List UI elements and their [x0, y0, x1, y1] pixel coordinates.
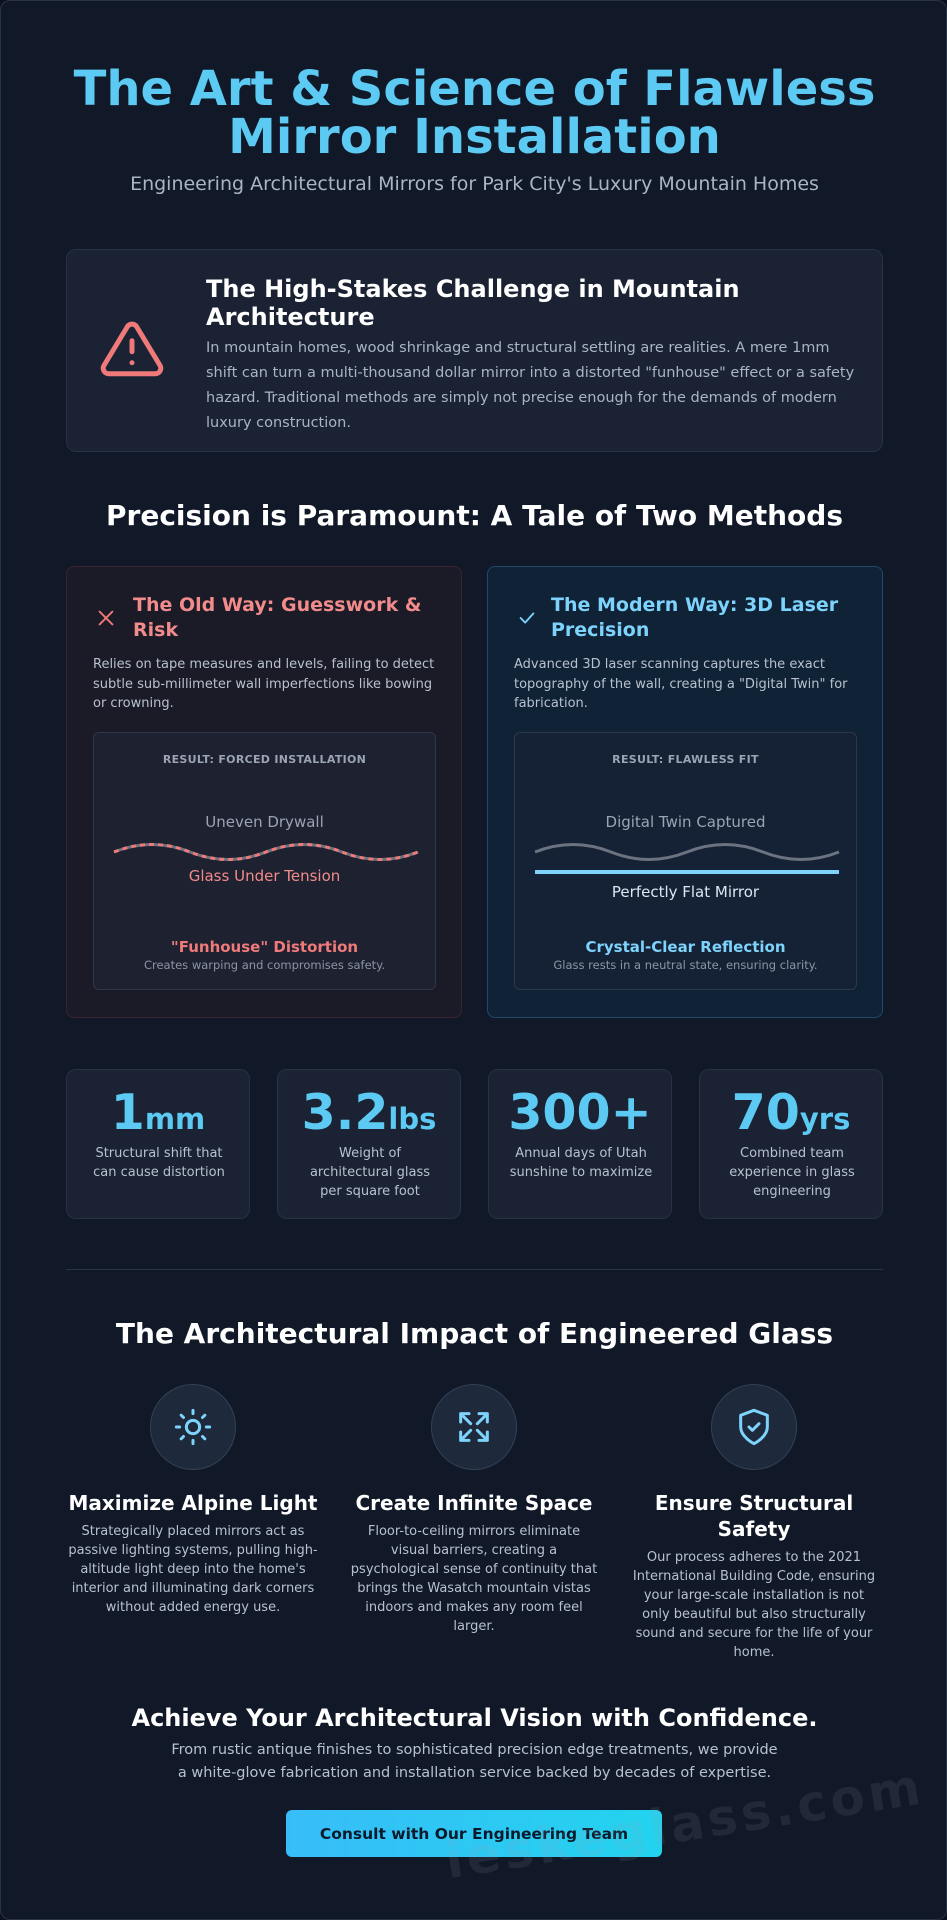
expand-icon-circle [431, 1384, 517, 1470]
x-icon [98, 610, 114, 626]
modern-way-title: The Modern Way: 3D Laser Precision [551, 594, 839, 641]
page-subtitle: Engineering Architectural Mirrors for Pa… [130, 173, 819, 195]
sun-icon [174, 1408, 212, 1446]
feature-title: Maximize Alpine Light [68, 1491, 318, 1515]
stat-label: Annual days of Utah sunshine to maximize [509, 1146, 653, 1180]
old-way-title: The Old Way: Guesswork & Risk [133, 594, 422, 641]
feature-body: Floor-to-ceiling mirrors eliminate visua… [350, 1524, 598, 1634]
shield-icon-circle [711, 1384, 797, 1470]
verdict: "Funhouse" Distortion [170, 938, 359, 956]
shield-icon [739, 1408, 769, 1446]
stat-card: 300+ Annual days of Utah sunshine to maxi… [488, 1069, 672, 1219]
stat-label: Combined team experience in glass engine… [729, 1146, 855, 1199]
challenge-body: In mountain homes, wood shrinkage and st… [206, 340, 855, 431]
verdict-note: Glass rests in a neutral state, ensuring… [553, 958, 818, 972]
comparison-heading: Precision is Paramount: A Tale of Two Me… [106, 499, 843, 532]
page-title: The Art & Science of Flawless Mirror Ins… [73, 61, 876, 165]
stat-number: 70 [731, 1084, 800, 1141]
feature-title: Create Infinite Space [355, 1491, 593, 1515]
stat-card: 1mm Structural shift that can cause disto… [66, 1069, 250, 1219]
stat-number: 3.2 [301, 1084, 389, 1141]
stat-unit: lbs [388, 1102, 437, 1136]
stat-unit: mm [144, 1102, 206, 1136]
glass-label: Glass Under Tension [188, 867, 341, 885]
stat-label: Weight of architectural glass per square… [309, 1146, 431, 1199]
feature-body: Strategically placed mirrors act as pass… [68, 1524, 318, 1615]
stat-value: 300+ [489, 1086, 671, 1140]
cta-button[interactable]: Consult with Our Engineering Team [286, 1810, 662, 1857]
challenge-title: The High-Stakes Challenge in Mountain Ar… [206, 275, 740, 331]
old-way-body: Relies on tape measures and levels, fail… [93, 657, 435, 711]
stat-value: 1mm [67, 1086, 249, 1146]
stat-value: 70yrs [700, 1086, 882, 1146]
distorted-diagram [113, 843, 419, 861]
stat-number: 300+ [508, 1084, 652, 1141]
divider [66, 1269, 883, 1270]
feature: Maximize Alpine Light Strategically place… [68, 1490, 318, 1617]
feature: Create Infinite Space Floor-to-ceiling mi… [349, 1490, 599, 1636]
stat-card: 3.2lbs Weight of architectural glass per … [277, 1069, 461, 1219]
old-way-card: The Old Way: Guesswork & Risk Relies on … [66, 566, 462, 1018]
scan-label: Digital Twin Captured [605, 813, 766, 831]
sun-icon-circle [150, 1384, 236, 1470]
result-label: RESULT: FORCED INSTALLATION [162, 753, 367, 766]
stat-number: 1 [110, 1084, 145, 1141]
verdict: Crystal-Clear Reflection [585, 938, 786, 956]
cta-body: From rustic antique finishes to sophisti… [171, 1742, 778, 1781]
modern-way-body: Advanced 3D laser scanning captures the … [514, 657, 848, 711]
modern-way-card: The Modern Way: 3D Laser Precision Advan… [487, 566, 883, 1018]
cta-heading: Achieve Your Architectural Vision with C… [131, 1704, 818, 1732]
flat-diagram [534, 843, 840, 874]
stat-unit: yrs [799, 1102, 851, 1136]
stat-label: Structural shift that can cause distorti… [93, 1146, 225, 1180]
old-result-box: RESULT: FORCED INSTALLATION Uneven Drywa… [93, 732, 436, 990]
stat-value: 3.2lbs [278, 1086, 460, 1146]
check-icon [519, 612, 535, 624]
verdict-note: Creates warping and compromises safety. [143, 958, 386, 972]
impact-heading: The Architectural Impact of Engineered G… [115, 1317, 834, 1350]
modern-result-box: RESULT: FLAWLESS FIT Digital Twin Captur… [514, 732, 857, 990]
result-label: RESULT: FLAWLESS FIT [612, 753, 759, 766]
feature-body: Our process adheres to the 2021 Internat… [632, 1550, 876, 1660]
expand-icon [459, 1412, 489, 1442]
stat-card: 70yrs Combined team experience in glass e… [699, 1069, 883, 1219]
mirror-label: Perfectly Flat Mirror [611, 883, 760, 901]
wall-label: Uneven Drywall [205, 813, 324, 831]
feature: Ensure Structural Safety Our process adhe… [629, 1490, 879, 1662]
challenge-card: The High-Stakes Challenge in Mountain Ar… [66, 249, 883, 452]
warning-icon [100, 321, 164, 377]
feature-title: Ensure Structural Safety [654, 1491, 854, 1541]
